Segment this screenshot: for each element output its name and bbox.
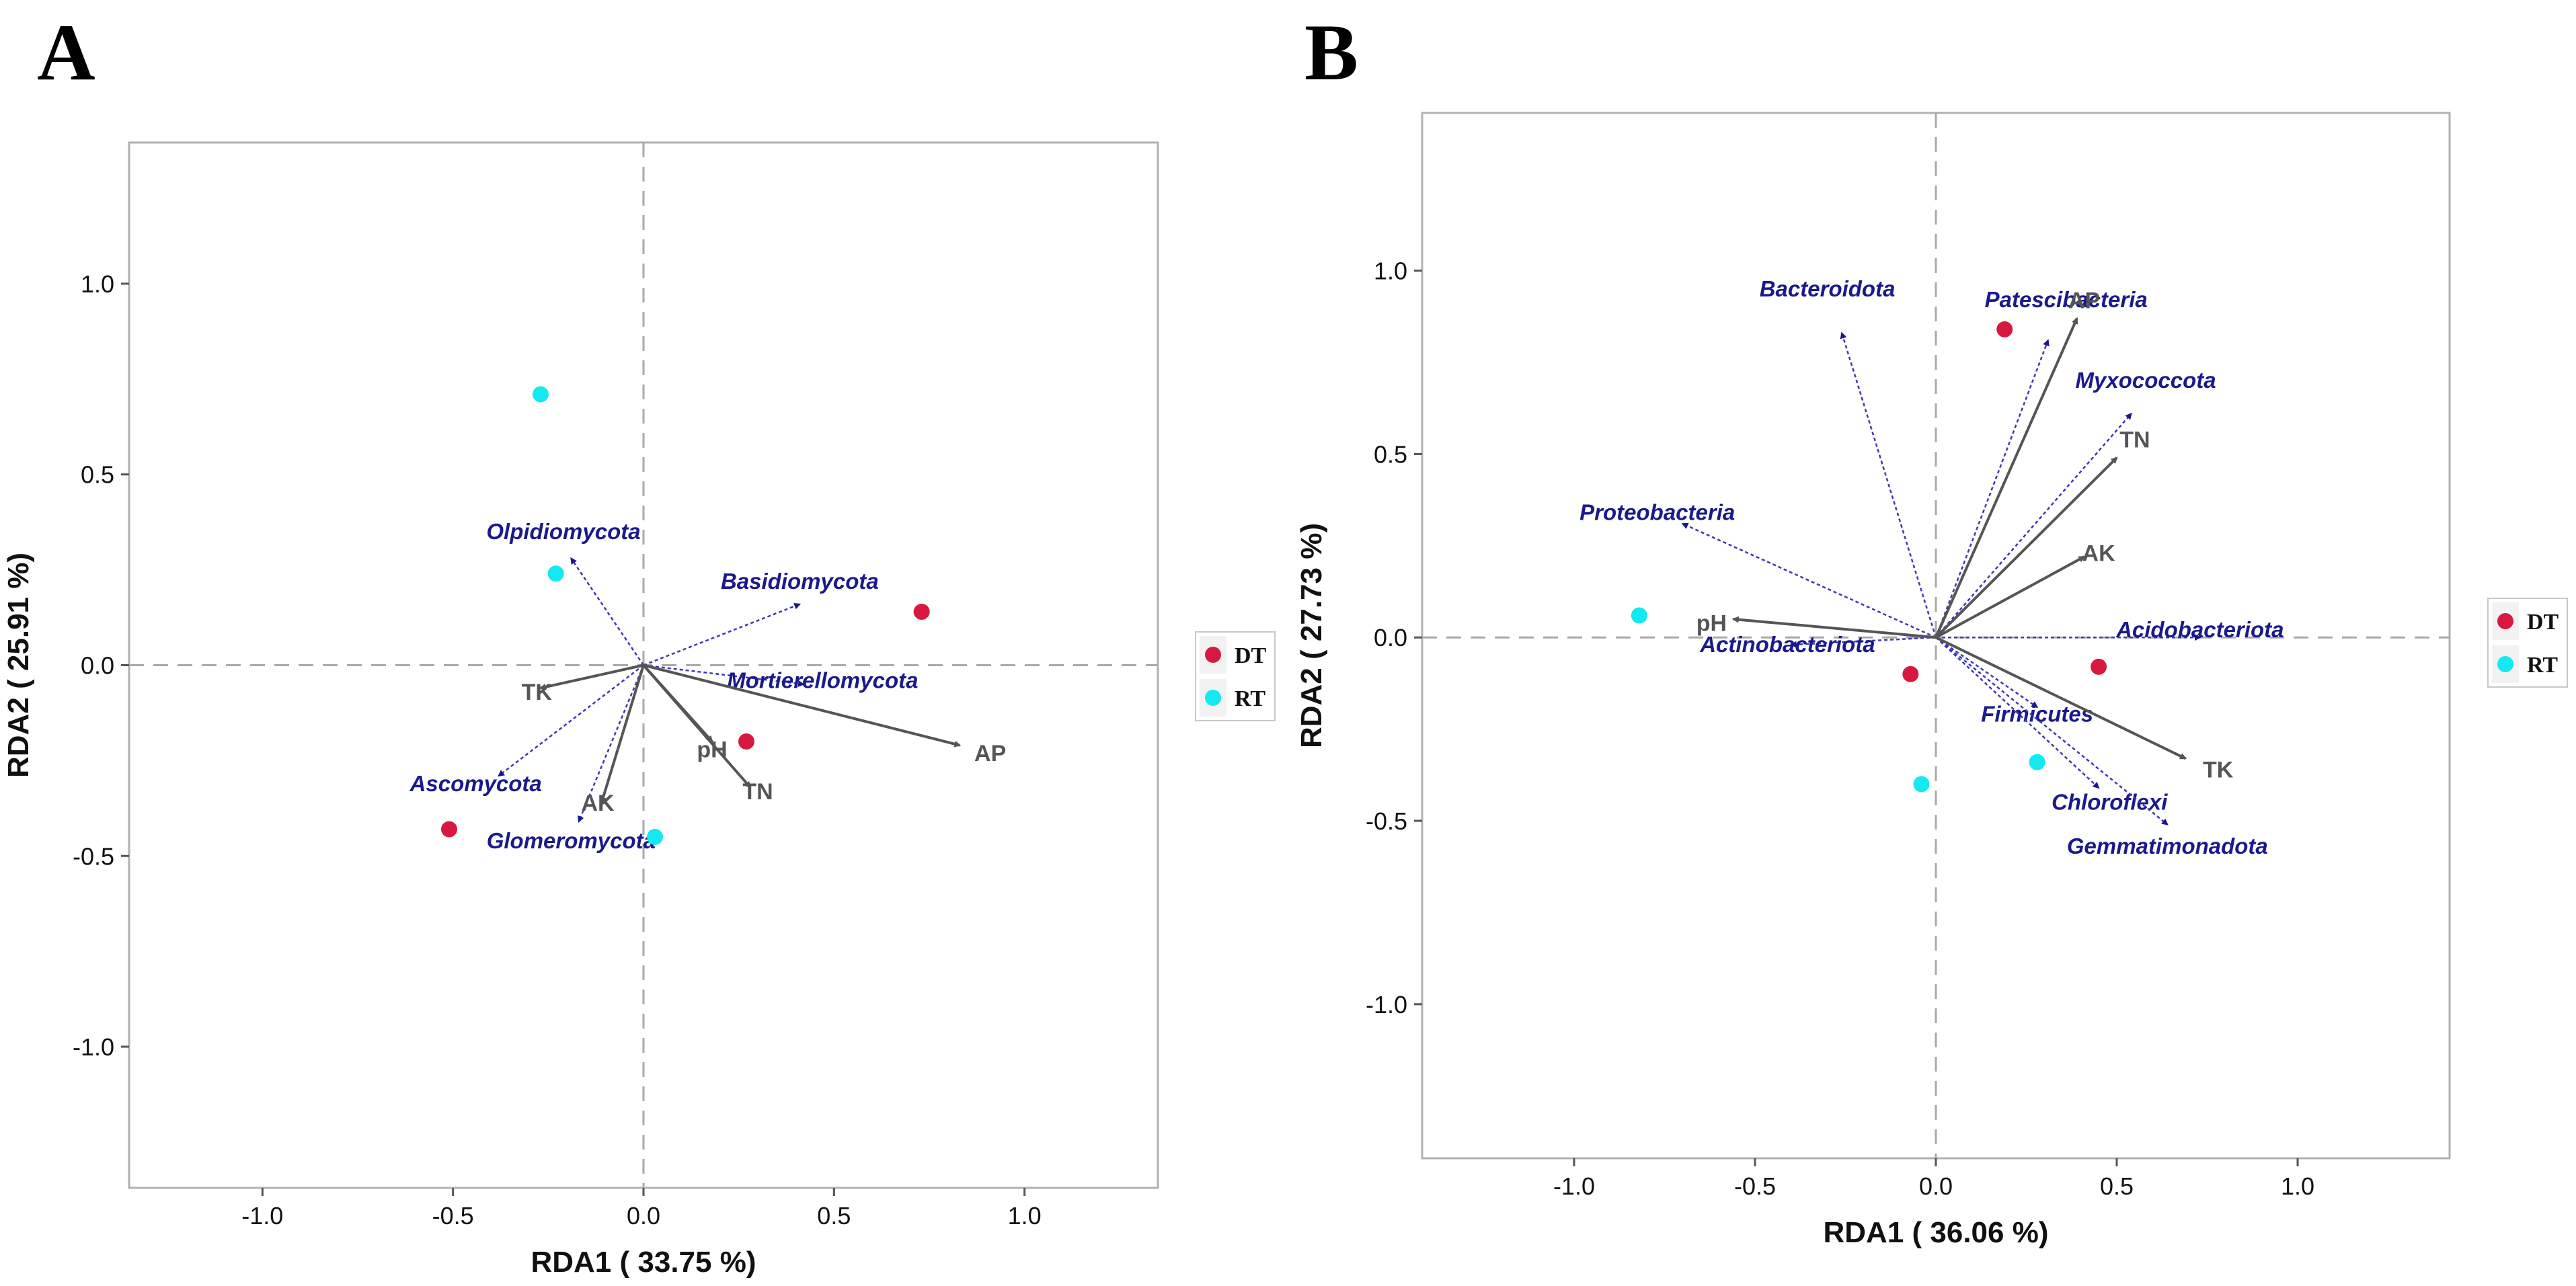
panel-b-x-tick-label: -1.0 [1553,1172,1595,1200]
panel-a-env-vector-ak [600,664,645,804]
panel-b-taxon-label-chloroflexi: Chloroflexi [2052,790,2168,815]
panel-a-sample-point-rt [647,828,663,845]
panel-a-y-tick-label: -1.0 [73,1033,114,1061]
panel-a-legend-label-rt: RT [1235,686,1265,711]
panel-a-sample-point-rt [533,386,549,403]
panel-a-taxon-vector-glomeromycota [578,665,645,823]
panel-a-env-vector-ap [643,664,962,748]
panel-b-taxon-label-myxococcota: Myxococcota [2076,368,2216,393]
panel-a-x-tick-label: -0.5 [432,1202,474,1230]
panel-a-taxon-label-olpidiomycota: Olpidiomycota [486,519,640,544]
panel-a-legend-swatch-dt [1205,647,1221,663]
panel-a-x-tick-label: 0.5 [817,1202,851,1230]
panel-a-env-label-tk: TK [522,680,553,705]
panel-a-taxon-label-mortierellomycota: Mortierellomycota [727,668,918,693]
panel-b-sample-point-dt [1902,666,1919,682]
panel-b-taxon-label-gemmatimonadota: Gemmatimonadota [2067,834,2268,858]
panel-b-taxon-label-patescibacteria: Patescibacteria [1985,287,2148,312]
panel-b-env-label-ph: pH [1696,610,1727,636]
panel-b-sample-point-dt [2091,658,2107,675]
panel-a-taxon-vector-olpidiomycota [570,557,645,666]
panel-a-taxon-vector-ascomycota [498,664,644,777]
panel-a-env-label-tn: TN [742,779,773,805]
panel-a-y-tick-label: 1.0 [81,270,114,298]
panel-letter-b: B [1304,7,1358,97]
panel-a-taxon-label-basidiomycota: Basidiomycota [721,569,879,594]
panel-b-x-tick-label: 0.5 [2100,1172,2134,1200]
panel-a-env-label-ap: AP [974,741,1006,766]
panel-b-sample-point-rt [1631,607,1647,624]
panel-a-y-tick-label: 0.5 [81,461,114,489]
panel-a-env-vector-tk [539,664,644,690]
panel-b-env-label-ap: AP [2068,288,2100,313]
panel-b-x-axis-title: RDA1 ( 36.06 %) [1823,1216,2048,1249]
panel-a-legend-label-dt: DT [1235,643,1267,668]
panel-b-taxon-label-bacteroidota: Bacteroidota [1760,276,1896,301]
panel-a-taxon-vector-mortierellomycota [643,664,805,687]
panel-b-x-tick-label: 0.0 [1919,1172,1953,1200]
panel-b-y-tick-label: 1.0 [1374,257,1407,285]
panel-b-legend-label-rt: RT [2527,653,2558,678]
panel-b-x-tick-label: 1.0 [2281,1172,2314,1200]
panel-b-env-label-tk: TK [2203,758,2234,783]
panel-b-taxon-label-acidobacteriota: Acidobacteriota [2115,617,2284,642]
panel-b-env-vector-tk [1935,636,2187,760]
rda-panel-a: -1.0 -0.5 0.0 0.5 1.0 -1.0 -0.5 0.0 0.5 1.0 RDA1 (… [2,141,1276,1279]
panel-b-y-tick-label: 0.0 [1374,624,1407,651]
panel-b-taxon-vector-firmicutes [1935,637,2039,709]
panel-a-x-tick-label: 1.0 [1008,1202,1042,1230]
panel-letter-a: A [37,7,95,97]
panel-b-env-vector-ak [1935,555,2086,639]
panel-b-sample-point-rt [1913,776,1930,793]
panel-a-env-vector-tn [642,664,752,789]
panel-b-taxon-label-actinobacteriota: Actinobacteriota [1699,632,1875,657]
panel-b-y-tick-label: 0.5 [1374,440,1407,468]
panel-b-y-tick-label: -0.5 [1366,807,1407,835]
panel-b-taxon-label-proteobacteria: Proteobacteria [1579,500,1735,525]
panel-a-taxon-label-glomeromycota: Glomeromycota [487,828,656,853]
panel-a-x-axis-title: RDA1 ( 33.75 %) [531,1246,756,1279]
panel-b-legend-label-dt: DT [2527,610,2559,635]
panel-b-env-vector-ap [1935,317,2078,639]
panel-b-legend-swatch-dt [2497,613,2513,629]
panel-a-taxon-label-ascomycota: Ascomycota [409,771,542,796]
panel-b-taxon-vector-chloroflexi [1935,637,2100,789]
panel-b-taxon-vector-proteobacteria [1681,522,1937,639]
rda-panel-b: -1.0 -0.5 0.0 0.5 1.0 -1.0 -0.5 0.0 0.5 1.0 RDA1 (… [1295,112,2568,1249]
panel-b-env-label-ak: AK [2082,541,2116,567]
panel-a-sample-point-dt [913,604,930,620]
panel-b-y-axis-title: RDA2 ( 27.73 %) [1295,523,1328,748]
panel-b-taxon-vector-patescibacteria [1935,339,2050,638]
panel-a-x-tick-label: 0.0 [627,1202,660,1230]
panel-b-taxon-vector-gemmatimonadota [1935,637,2169,826]
panel-a-env-label-ph: pH [697,737,727,762]
panel-b-env-vector-tn [1935,456,2118,639]
panel-a-y-tick-label: 0.0 [81,652,114,680]
panel-b-taxon-vector-myxococcota [1935,412,2132,639]
panel-a-env-label-ak: AK [581,791,615,816]
panel-b-sample-point-rt [2029,754,2045,770]
panel-a-sample-point-dt [738,733,754,750]
panel-b-x-tick-label: -0.5 [1734,1172,1776,1200]
panel-a-legend-swatch-rt [1205,690,1221,706]
panel-b-env-label-tn: TN [2119,428,2150,453]
panel-b-legend-swatch-rt [2497,656,2513,672]
panel-a-sample-point-rt [547,565,564,582]
panel-b-sample-point-dt [1996,321,2013,337]
panel-a-x-tick-label: -1.0 [241,1202,283,1230]
panel-a-taxon-vector-basidiomycota [643,602,802,666]
panel-a-sample-point-dt [441,821,457,838]
panel-a-y-axis-title: RDA2 ( 25.91 %) [2,553,35,778]
panel-b-taxon-vector-bacteroidota [1840,331,1937,638]
panel-b-y-tick-label: -1.0 [1366,991,1407,1018]
panel-a-y-tick-label: -0.5 [73,842,114,870]
panel-b-env-vector-ph [1731,616,1937,639]
